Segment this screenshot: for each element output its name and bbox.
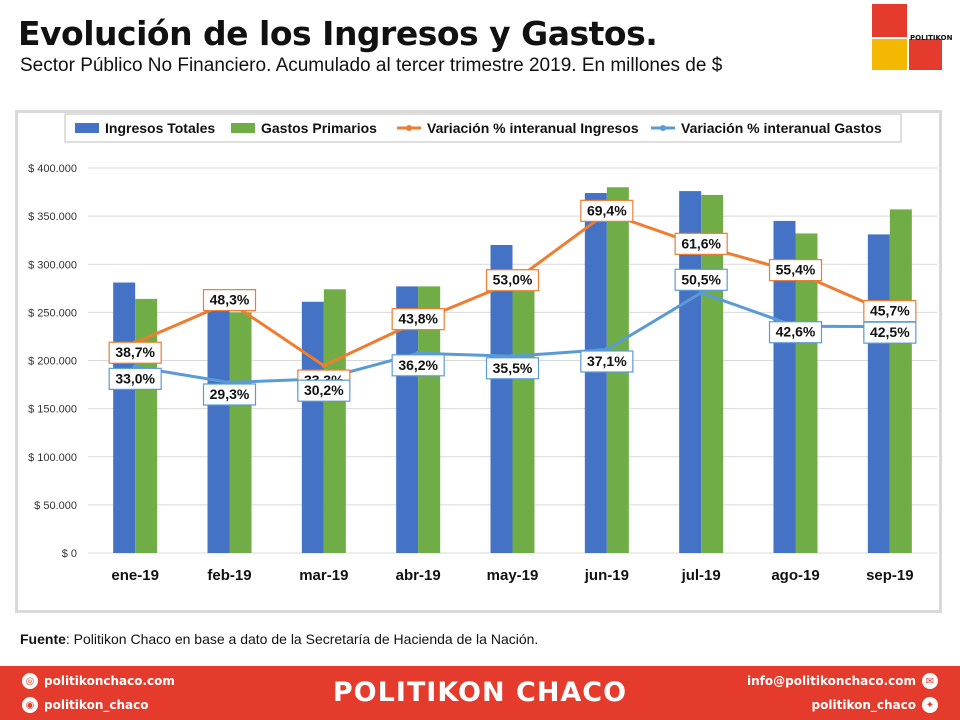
bar-ingresos — [207, 306, 230, 553]
data-label-box — [391, 354, 445, 377]
data-label: 38,7% — [115, 344, 155, 360]
footer-website-text: politikonchaco.com — [44, 674, 175, 688]
chart-title: Evolución de los Ingresos y Gastos. — [18, 14, 658, 53]
x-tick-label: ago-19 — [771, 567, 819, 584]
data-label: 48,3% — [210, 292, 250, 308]
legend-label: Ingresos Totales — [105, 120, 215, 136]
data-label: 53,0% — [493, 272, 533, 288]
y-tick-label: $ 100.000 — [28, 452, 77, 464]
data-label-box — [863, 321, 917, 344]
data-label: 61,6% — [681, 235, 721, 251]
data-label-box — [108, 341, 162, 364]
line-point — [321, 363, 327, 369]
y-tick-label: $ 400.000 — [28, 163, 77, 175]
source-label: Fuente — [20, 631, 66, 647]
x-tick-label: ene-19 — [111, 567, 159, 584]
bar-ingresos — [396, 286, 419, 553]
footer-instagram[interactable]: ◉ politikon_chaco — [22, 697, 148, 713]
bar-gastos — [323, 289, 346, 553]
legend-label: Gastos Primarios — [261, 120, 377, 136]
bar-gastos — [795, 233, 818, 553]
x-tick-label: abr-19 — [396, 567, 441, 584]
x-tick-label: feb-19 — [207, 567, 251, 584]
data-label-box — [202, 289, 257, 312]
data-label-box — [580, 199, 634, 222]
bar-ingresos — [773, 220, 796, 553]
legend-box — [64, 113, 902, 143]
footer-twitter[interactable]: politikon_chaco ✦ — [812, 697, 938, 713]
data-label-box — [297, 379, 351, 402]
source-text: : Politikon Chaco en base a dato de la S… — [65, 631, 539, 647]
legend-swatch — [231, 123, 255, 133]
y-tick-label: $ 200.000 — [28, 356, 77, 368]
data-label: 33,0% — [115, 370, 155, 386]
x-tick-label: jun-19 — [584, 567, 629, 584]
y-tick-label: $ 300.000 — [28, 259, 77, 271]
x-tick-label: mar-19 — [299, 567, 348, 584]
data-label-box — [674, 232, 728, 255]
footer-twitter-text: politikon_chaco — [811, 698, 916, 712]
y-tick-label: $ 0 — [62, 548, 77, 560]
data-label-box — [108, 367, 162, 390]
legend-label: Variación % interanual Ingresos — [427, 120, 639, 136]
source-note: Fuente: Politikon Chaco en base a dato d… — [20, 631, 538, 647]
twitter-icon: ✦ — [922, 697, 938, 713]
bar-ingresos — [867, 234, 890, 553]
data-label: 55,4% — [776, 262, 816, 278]
footer-website[interactable]: ◎ politikonchaco.com — [22, 673, 175, 689]
politikon-logo: POLITIKON — [872, 4, 952, 70]
data-label: 69,4% — [587, 202, 627, 218]
data-label-box — [580, 350, 634, 373]
bar-gastos — [229, 312, 252, 553]
footer-brand: POLITIKON CHACO — [332, 677, 628, 708]
legend-label: Variación % interanual Gastos — [681, 120, 882, 136]
chart-container: $ 0 $ 50.000 $ 100.000 $ 150.000 $ 200.000 $ … — [15, 110, 942, 613]
data-label: 37,1% — [587, 353, 627, 369]
legend-marker — [660, 125, 666, 131]
data-label-box — [674, 268, 728, 291]
data-label: 36,2% — [398, 357, 438, 373]
globe-icon: ◎ — [22, 673, 38, 689]
y-tick-label: $ 150.000 — [28, 404, 77, 416]
data-label: 50,5% — [681, 271, 721, 287]
data-label-box — [202, 383, 257, 406]
data-label: 30,2% — [304, 382, 344, 398]
data-label: 35,5% — [493, 360, 533, 376]
x-tick-label: sep-19 — [866, 567, 914, 584]
data-label: 42,5% — [870, 324, 910, 340]
y-tick-label: $ 250.000 — [28, 307, 77, 319]
y-tick-label: $ 350.000 — [28, 211, 77, 223]
data-label-box — [485, 269, 540, 292]
data-label-box — [768, 321, 823, 344]
legend-swatch — [75, 123, 99, 133]
bar-gastos — [889, 209, 912, 553]
logo-text: POLITIKON — [910, 34, 953, 42]
line-point — [698, 290, 704, 296]
y-tick-label: $ 50.000 — [34, 500, 77, 512]
footer-email[interactable]: info@politikonchaco.com ✉ — [747, 673, 938, 689]
x-tick-label: jul-19 — [681, 567, 721, 584]
bar-ingresos — [584, 193, 607, 553]
data-label-box — [391, 308, 445, 331]
bar-gastos — [512, 270, 535, 553]
x-tick-label: may-19 — [487, 567, 539, 584]
bar-ingresos — [301, 301, 324, 553]
bar-ingresos — [490, 245, 513, 553]
data-label-box — [485, 357, 540, 380]
footer-instagram-text: politikon_chaco — [44, 698, 149, 712]
chart-subtitle: Sector Público No Financiero. Acumulado … — [20, 55, 723, 76]
data-label: 42,6% — [776, 324, 816, 340]
footer-email-text: info@politikonchaco.com — [746, 674, 916, 688]
data-label: 43,8% — [398, 311, 438, 327]
legend-marker — [406, 125, 412, 131]
combo-chart: $ 0 $ 50.000 $ 100.000 $ 150.000 $ 200.000 $ … — [18, 113, 939, 610]
data-label: 45,7% — [870, 303, 910, 319]
data-label: 29,3% — [210, 386, 250, 402]
email-icon: ✉ — [922, 673, 938, 689]
instagram-icon: ◉ — [22, 697, 38, 713]
data-label-box — [768, 258, 823, 282]
bar-ingresos — [113, 282, 136, 553]
footer-bar: ◎ politikonchaco.com ◉ politikon_chaco P… — [0, 666, 960, 720]
